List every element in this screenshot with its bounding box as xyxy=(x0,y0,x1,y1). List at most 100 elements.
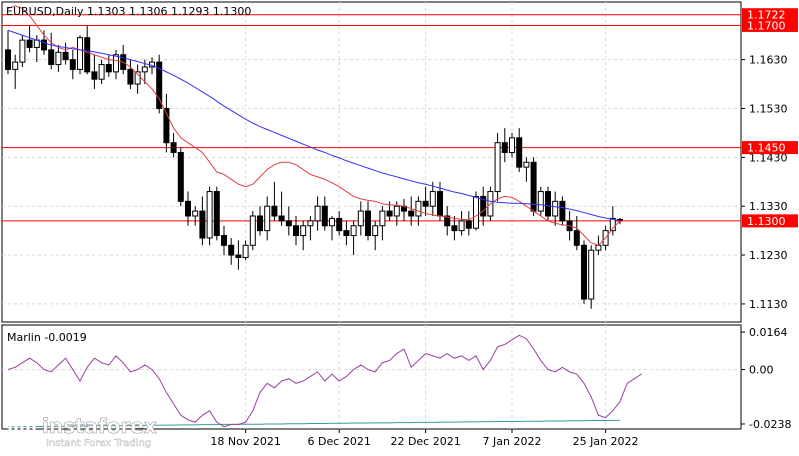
candle-body xyxy=(285,220,292,227)
candle-body xyxy=(264,205,271,232)
candle-body xyxy=(228,244,235,256)
candle-body xyxy=(444,215,451,227)
candle-body xyxy=(386,210,393,217)
candle-body xyxy=(113,54,119,73)
candle-body xyxy=(77,37,83,70)
candle-body xyxy=(473,195,479,229)
blue-moving-average xyxy=(7,29,621,222)
price-tick-label: 1.1630 xyxy=(749,54,788,67)
candle-body xyxy=(271,205,278,217)
price-panel-frame xyxy=(1,1,742,323)
candle-body xyxy=(552,200,559,217)
candle-body xyxy=(91,71,98,80)
indicator-tick-label: -0.0238 xyxy=(749,418,791,431)
candle-body xyxy=(257,215,263,232)
candle-body xyxy=(170,142,177,153)
candle-body xyxy=(408,210,415,217)
date-tick-label: 6 Dec 2021 xyxy=(308,435,371,448)
candle-body xyxy=(249,215,256,246)
candle-body xyxy=(581,244,587,300)
candle-body xyxy=(19,39,26,63)
level-label: 1.1450 xyxy=(747,142,786,155)
level-label: 1.1722 xyxy=(747,9,786,22)
candle-body xyxy=(141,66,148,73)
candle-body xyxy=(278,215,285,222)
indicator-tick-label: 0.00 xyxy=(749,364,774,377)
instaforex-logo-icon xyxy=(8,410,36,438)
date-tick-label: 25 Jan 2022 xyxy=(573,435,639,448)
candle-body xyxy=(84,37,91,73)
candle-body xyxy=(458,220,465,232)
candle-body xyxy=(156,61,163,110)
candle-body xyxy=(98,64,105,80)
candle-body xyxy=(422,200,429,207)
candle-body xyxy=(105,64,112,73)
level-label-box xyxy=(742,214,798,228)
candle-body xyxy=(12,61,19,70)
indicator-panel-frame xyxy=(1,324,742,430)
candle-body xyxy=(465,220,472,229)
level-label-box xyxy=(742,8,798,22)
candle-body xyxy=(177,151,184,202)
candle-body xyxy=(379,210,386,227)
candle-body xyxy=(242,244,249,259)
candle-body xyxy=(437,191,443,217)
candle-body xyxy=(69,59,76,70)
candle-body xyxy=(516,137,523,168)
price-panel[interactable]: EURUSD,Daily 1.1303 1.1306 1.1293 1.1300 xyxy=(1,1,742,323)
candle-body xyxy=(559,200,566,222)
date-tick-label: 7 Jan 2022 xyxy=(483,435,542,448)
candle-body xyxy=(595,244,602,251)
candle-body xyxy=(429,191,436,207)
candle-body xyxy=(523,161,530,168)
symbol-header: EURUSD,Daily 1.1303 1.1306 1.1293 1.1300 xyxy=(6,5,251,18)
candle-body xyxy=(509,137,515,153)
candle-body xyxy=(545,191,551,217)
candle-body xyxy=(199,210,206,239)
candle-body xyxy=(350,225,357,237)
price-grid xyxy=(2,2,741,322)
candle-body xyxy=(357,210,364,227)
candle-body xyxy=(41,39,47,51)
price-tick-label: 1.1230 xyxy=(749,249,788,262)
candle-body xyxy=(451,225,458,232)
indicator-tick-label: 0.0164 xyxy=(749,326,788,339)
candle-body xyxy=(343,230,350,237)
candle-body xyxy=(609,217,616,232)
indicator-lines xyxy=(7,334,642,428)
candle-body xyxy=(300,225,307,237)
candle-body xyxy=(185,200,191,217)
candle-body xyxy=(501,142,508,153)
candle-body xyxy=(336,217,343,232)
level-label: 1.1300 xyxy=(747,215,786,228)
red-moving-average xyxy=(7,5,621,246)
candle-body xyxy=(127,68,134,85)
candle-body xyxy=(588,249,595,300)
level-label-box xyxy=(742,18,798,32)
indicator-panel[interactable]: Marlin -0.0019 xyxy=(1,324,742,430)
level-label: 1.1700 xyxy=(747,19,786,32)
candle-body xyxy=(494,142,501,193)
date-tick-label: 18 Nov 2021 xyxy=(210,435,280,448)
candle-body xyxy=(192,210,199,217)
watermark-brand: instaforex xyxy=(42,414,157,438)
candle-body xyxy=(307,220,314,227)
indicator-label: Marlin -0.0019 xyxy=(7,331,87,344)
price-axis: 1.1630 1.1530 1.1430 1.1330 1.1230 1.1130 xyxy=(741,54,788,311)
candle-body xyxy=(26,39,33,48)
candle-body xyxy=(393,205,400,217)
indicator-axis: 0.0164 0.00 -0.0238 xyxy=(741,326,791,431)
candle-body xyxy=(293,225,299,237)
candle-body xyxy=(415,200,422,217)
candle-body xyxy=(5,49,11,70)
candle-body xyxy=(221,235,227,246)
date-tick-label: 22 Dec 2021 xyxy=(390,435,460,448)
candle-body xyxy=(321,205,328,227)
candle-body xyxy=(206,191,213,239)
candle-body xyxy=(134,71,141,85)
candle-body xyxy=(48,49,55,66)
candle-body xyxy=(55,51,62,66)
